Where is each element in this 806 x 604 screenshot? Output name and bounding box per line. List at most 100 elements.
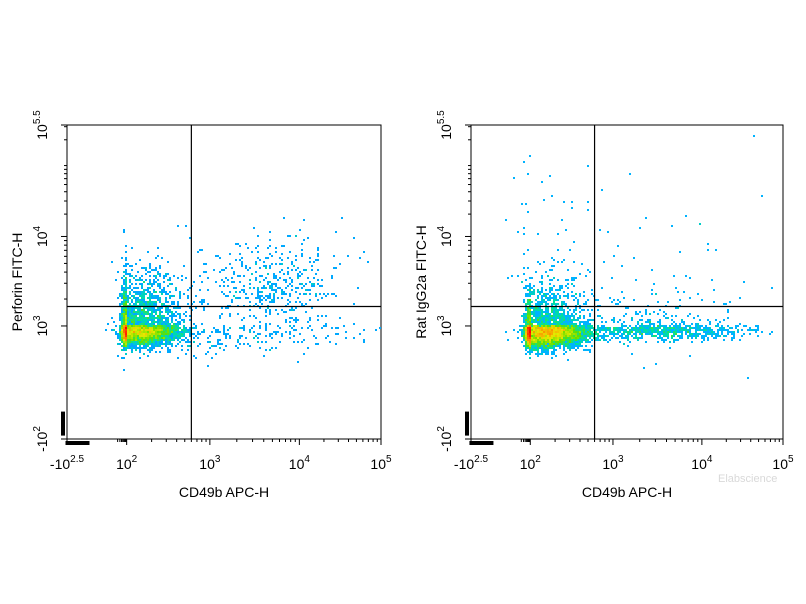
event-dot xyxy=(675,325,677,327)
event-dot xyxy=(273,293,275,295)
event-dot xyxy=(689,277,691,279)
event-dot xyxy=(567,327,569,329)
event-dot xyxy=(525,335,527,337)
event-dot xyxy=(557,335,559,337)
event-dot xyxy=(121,301,123,303)
event-dot xyxy=(539,311,541,313)
event-dot xyxy=(567,295,569,297)
event-dot xyxy=(663,311,665,313)
event-dot xyxy=(727,309,729,311)
event-dot xyxy=(535,315,537,317)
event-dot xyxy=(131,319,133,321)
event-dot xyxy=(153,295,155,297)
event-dot xyxy=(557,249,559,251)
event-dot xyxy=(125,309,127,311)
event-dot xyxy=(743,281,745,283)
event-dot xyxy=(119,329,121,331)
event-dot xyxy=(289,293,291,295)
event-dot xyxy=(131,313,133,315)
event-dot xyxy=(379,327,381,329)
event-dot xyxy=(175,311,177,313)
event-dot xyxy=(607,327,609,329)
event-dot xyxy=(231,281,233,283)
event-dot xyxy=(255,263,257,265)
event-dot xyxy=(631,335,633,337)
event-dot xyxy=(173,307,175,309)
event-dot xyxy=(595,299,597,301)
event-dot xyxy=(159,315,161,317)
event-dot xyxy=(539,319,541,321)
event-dot xyxy=(571,341,573,343)
event-dot xyxy=(565,331,567,333)
event-dot xyxy=(149,341,151,343)
event-dot xyxy=(527,343,529,345)
event-dot xyxy=(139,319,141,321)
x-tick-label: 105 xyxy=(772,454,794,472)
event-dot xyxy=(197,331,199,333)
event-dot xyxy=(179,293,181,295)
event-dot xyxy=(563,333,565,335)
event-dot xyxy=(227,329,229,331)
event-dot xyxy=(143,301,145,303)
event-dot xyxy=(301,303,303,305)
event-dot xyxy=(111,317,113,319)
event-dot xyxy=(219,271,221,273)
event-dot xyxy=(165,297,167,299)
event-dot xyxy=(167,311,169,313)
event-dot xyxy=(679,337,681,339)
event-dot xyxy=(149,349,151,351)
event-dot xyxy=(295,329,297,331)
event-dot xyxy=(253,287,255,289)
event-dot xyxy=(135,341,137,343)
event-dot xyxy=(237,313,239,315)
event-dot xyxy=(291,327,293,329)
event-dot xyxy=(711,279,713,281)
event-dot xyxy=(271,337,273,339)
event-dot xyxy=(157,341,159,343)
event-dot xyxy=(591,335,593,337)
event-dot xyxy=(159,351,161,353)
event-dot xyxy=(579,273,581,275)
event-dot xyxy=(231,301,233,303)
event-dot xyxy=(239,291,241,293)
event-dot xyxy=(623,343,625,345)
event-dot xyxy=(257,287,259,289)
event-dot xyxy=(667,337,669,339)
event-dot xyxy=(153,301,155,303)
event-dot xyxy=(625,325,627,327)
event-dot xyxy=(645,329,647,331)
event-dot xyxy=(333,293,335,295)
event-dot xyxy=(589,331,591,333)
event-dot xyxy=(149,317,151,319)
event-dot xyxy=(305,303,307,305)
event-dot xyxy=(265,299,267,301)
event-dot xyxy=(283,217,285,219)
event-dot xyxy=(225,345,227,347)
event-dot xyxy=(165,301,167,303)
event-dot xyxy=(525,319,527,321)
event-dot xyxy=(565,333,567,335)
event-dot xyxy=(547,335,549,337)
event-dot xyxy=(579,315,581,317)
event-dot xyxy=(165,341,167,343)
event-dot xyxy=(127,299,129,301)
event-dot xyxy=(317,279,319,281)
event-dot xyxy=(523,317,525,319)
event-dot xyxy=(537,295,539,297)
event-dot xyxy=(541,353,543,355)
event-dot xyxy=(541,309,543,311)
event-dot xyxy=(255,317,257,319)
event-dot xyxy=(577,325,579,327)
event-dot xyxy=(149,281,151,283)
event-dot xyxy=(671,315,673,317)
event-dot xyxy=(177,325,179,327)
event-dot xyxy=(125,281,127,283)
event-dot xyxy=(139,291,141,293)
event-dot xyxy=(541,277,543,279)
event-dot xyxy=(147,345,149,347)
event-dot xyxy=(139,311,141,313)
event-dot xyxy=(541,281,543,283)
event-dot xyxy=(297,297,299,299)
event-dot xyxy=(153,347,155,349)
event-dot xyxy=(619,331,621,333)
